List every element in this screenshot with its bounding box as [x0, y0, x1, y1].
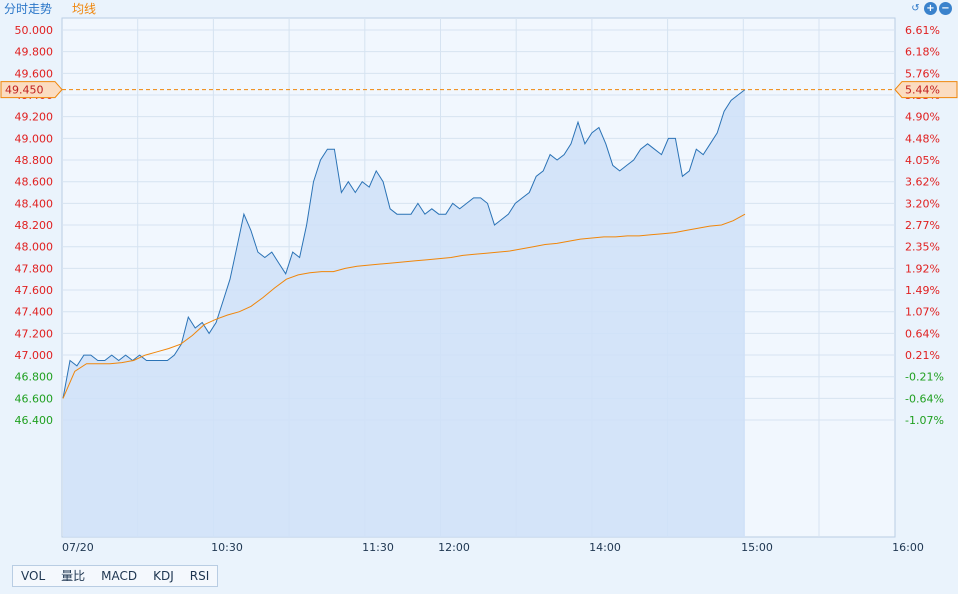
percent-tick-label: -0.21% — [905, 371, 944, 384]
percent-tick-label: 3.20% — [905, 197, 940, 210]
percent-tick-label: 5.76% — [905, 67, 940, 80]
price-tick-label: 49.600 — [15, 67, 54, 80]
vol-button[interactable]: VOL — [21, 569, 46, 583]
time-tick-label: 16:00 — [892, 541, 924, 554]
average-line — [62, 213, 746, 399]
percent-tick-label: 4.90% — [905, 111, 940, 124]
percent-tick-label: 3.62% — [905, 176, 940, 189]
price-tick-label: 47.200 — [15, 327, 54, 340]
price-tick-label: 46.400 — [15, 414, 54, 427]
volume-ratio-button[interactable]: 量比 — [61, 569, 86, 583]
price-tick-label: 46.800 — [15, 371, 54, 384]
percent-tick-label: 4.05% — [905, 154, 940, 167]
percent-tick-label: 2.77% — [905, 219, 940, 232]
price-tick-label: 47.800 — [15, 262, 54, 275]
rsi-button[interactable]: RSI — [189, 569, 210, 583]
percent-tick-label: 1.49% — [905, 284, 940, 297]
time-tick-label: 12:00 — [438, 541, 470, 554]
percent-tick-label: 1.92% — [905, 262, 940, 275]
price-tick-label: 48.200 — [15, 219, 54, 232]
current-price-tag — [0, 81, 63, 99]
percent-tick-label: 0.64% — [905, 327, 940, 340]
current-percent-label: 5.44% — [905, 84, 940, 97]
macd-button[interactable]: MACD — [101, 569, 138, 583]
time-tick-label: 15:00 — [741, 541, 773, 554]
percent-tick-label: 6.18% — [905, 46, 940, 59]
percent-tick-label: 4.48% — [905, 132, 940, 145]
price-tick-label: 49.800 — [15, 46, 54, 59]
price-tick-label: 49.000 — [15, 132, 54, 145]
percent-tick-label: -1.07% — [905, 414, 944, 427]
price-line — [62, 89, 746, 399]
time-tick-label: 07/20 — [62, 541, 94, 554]
kdj-button[interactable]: KDJ — [153, 569, 174, 583]
price-tick-label: 48.600 — [15, 176, 54, 189]
chart-controls: ↺ + − — [909, 2, 952, 15]
price-tick-label: 48.800 — [15, 154, 54, 167]
indicator-toolbar: VOL 量比 MACD KDJ RSI — [12, 565, 219, 587]
price-tick-label: 47.400 — [15, 306, 54, 319]
percent-tick-label: 0.21% — [905, 349, 940, 362]
percent-tick-label: 1.07% — [905, 306, 940, 319]
undo-icon[interactable]: ↺ — [911, 2, 920, 14]
price-tick-label: 47.600 — [15, 284, 54, 297]
time-tick-label: 10:30 — [211, 541, 243, 554]
current-percent-tag — [894, 81, 958, 99]
price-tick-label: 48.000 — [15, 241, 54, 254]
zoom-in-icon[interactable]: + — [924, 2, 937, 15]
percent-tick-label: 2.35% — [905, 241, 940, 254]
percent-tick-label: 6.61% — [905, 24, 940, 37]
price-tick-label: 46.600 — [15, 392, 54, 405]
chart-title: 分时走势 — [4, 2, 53, 16]
zoom-out-icon[interactable]: − — [939, 2, 952, 15]
time-tick-label: 14:00 — [589, 541, 621, 554]
percent-tick-label: -0.64% — [905, 392, 944, 405]
price-tick-label: 50.000 — [15, 24, 54, 37]
price-tick-label: 49.200 — [15, 111, 54, 124]
current-price-label: 49.450 — [5, 84, 44, 97]
time-tick-label: 11:30 — [362, 541, 394, 554]
price-tick-label: 48.400 — [15, 197, 54, 210]
price-area — [63, 89, 745, 537]
price-tick-label: 47.000 — [15, 349, 54, 362]
ma-legend-label: 均线 — [72, 2, 97, 16]
